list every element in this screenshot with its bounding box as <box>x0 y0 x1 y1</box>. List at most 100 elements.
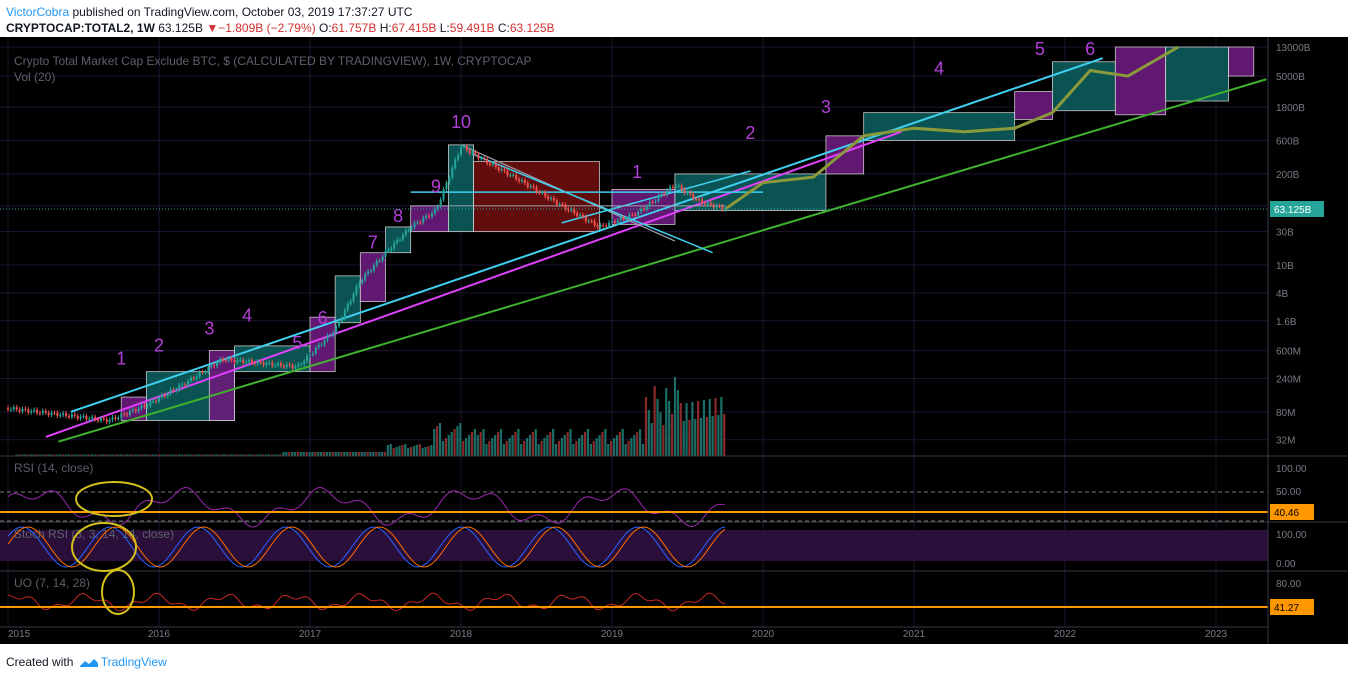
candle-body <box>401 234 404 240</box>
y-tick-label: 13000B <box>1276 43 1311 54</box>
volume-bar <box>537 444 540 456</box>
volume-bar <box>586 429 590 456</box>
candle-body <box>547 196 550 200</box>
volume-bar <box>476 435 479 456</box>
candle-body <box>158 397 160 402</box>
candle-body <box>262 362 265 366</box>
candle-body <box>509 175 512 177</box>
candle-body <box>663 194 666 196</box>
candle-body <box>686 192 689 194</box>
candle-body <box>137 408 140 412</box>
volume-bar <box>296 452 300 456</box>
volume-bar <box>552 429 555 456</box>
candle-body <box>314 347 317 354</box>
author-link[interactable]: VictorCobra <box>6 5 70 19</box>
candle-body <box>648 201 651 207</box>
volume-bar <box>647 410 650 456</box>
volume-bar <box>53 454 56 456</box>
volume-bar <box>714 398 717 456</box>
candle-body <box>564 204 567 210</box>
candle-body <box>561 204 564 206</box>
volume-bar <box>108 454 111 456</box>
candle-body <box>279 363 282 366</box>
volume-bar <box>273 454 276 456</box>
volume-bar <box>534 429 537 456</box>
volume-bar <box>702 400 706 456</box>
candle-body <box>33 409 36 412</box>
volume-bar <box>264 454 268 456</box>
candle-body <box>288 364 291 366</box>
candle-body <box>18 409 21 412</box>
candle-body <box>184 384 187 386</box>
candle-body <box>245 361 248 364</box>
candle-body <box>221 358 224 361</box>
volume-bar <box>386 445 389 456</box>
wave-label: 3 <box>204 318 214 338</box>
range-boxes <box>120 46 1255 421</box>
volume-bar <box>418 444 421 456</box>
candle-body <box>622 217 625 219</box>
wave-label: 5 <box>1035 39 1045 59</box>
candle-body <box>724 209 727 211</box>
volume-bar <box>711 416 714 456</box>
candle-body <box>67 416 70 418</box>
candle-body <box>416 222 419 224</box>
volume-bar <box>172 454 175 456</box>
candle-body <box>201 372 204 374</box>
candle-body <box>140 405 143 409</box>
tradingview-brand-link[interactable]: TradingView <box>100 655 167 669</box>
volume-bar <box>146 454 149 456</box>
volume-bar <box>230 454 233 456</box>
volume-bar <box>291 452 294 456</box>
candle-body <box>62 413 65 415</box>
stoch-d-line <box>7 526 726 568</box>
candle-body <box>544 192 547 197</box>
volume-bar <box>35 454 39 456</box>
candle-body <box>294 366 297 369</box>
volume-bar <box>412 446 416 456</box>
candle-body <box>189 378 192 382</box>
volume-bar <box>598 435 601 456</box>
volume-bar <box>192 454 195 456</box>
volume-bar <box>438 423 442 456</box>
wave-label: 4 <box>242 305 252 325</box>
candle-body <box>198 372 201 377</box>
volume-bar <box>473 429 476 456</box>
y-tick-label: 10B <box>1276 261 1294 272</box>
volume-bar <box>636 432 639 456</box>
created-with-text: Created with <box>6 655 74 669</box>
chart-area[interactable]: 1 2 3 4 5 6 7 8 9 10 1 2 3 4 5 6 RSI (14, close) 100.00 5… <box>0 37 1348 644</box>
candle-body <box>608 222 611 227</box>
volume-bar <box>540 441 543 456</box>
symbol-label[interactable]: CRYPTOCAP:TOTAL2, 1W <box>6 21 155 35</box>
rsi-value-tag <box>1270 504 1314 520</box>
volume-bar <box>554 444 558 456</box>
volume-bar <box>482 429 485 456</box>
volume-bar <box>282 452 285 456</box>
candle-body <box>105 419 108 423</box>
candle-body <box>343 309 346 319</box>
y-tick-label: 600B <box>1276 137 1300 148</box>
wave-label: 6 <box>1085 39 1095 59</box>
candle-body <box>303 361 306 365</box>
candle-body <box>149 401 152 406</box>
volume-bar <box>668 401 671 456</box>
candle-body <box>73 414 76 416</box>
volume-bar <box>90 454 94 456</box>
volume-bar <box>583 432 587 456</box>
volume-bar <box>673 377 677 456</box>
candle-body <box>218 358 221 363</box>
candle-body <box>160 395 163 398</box>
volume-bar <box>514 432 517 456</box>
volume-bar <box>389 444 392 456</box>
candle-body <box>259 361 262 363</box>
candle-body <box>462 146 465 148</box>
candle-body <box>584 216 587 222</box>
candle-body <box>669 186 672 191</box>
candle-body <box>233 360 236 363</box>
volume-bar <box>270 454 273 456</box>
indicator-name: RSI (14, close) <box>14 461 93 475</box>
candle-body <box>712 204 715 208</box>
candle-body <box>320 344 323 346</box>
